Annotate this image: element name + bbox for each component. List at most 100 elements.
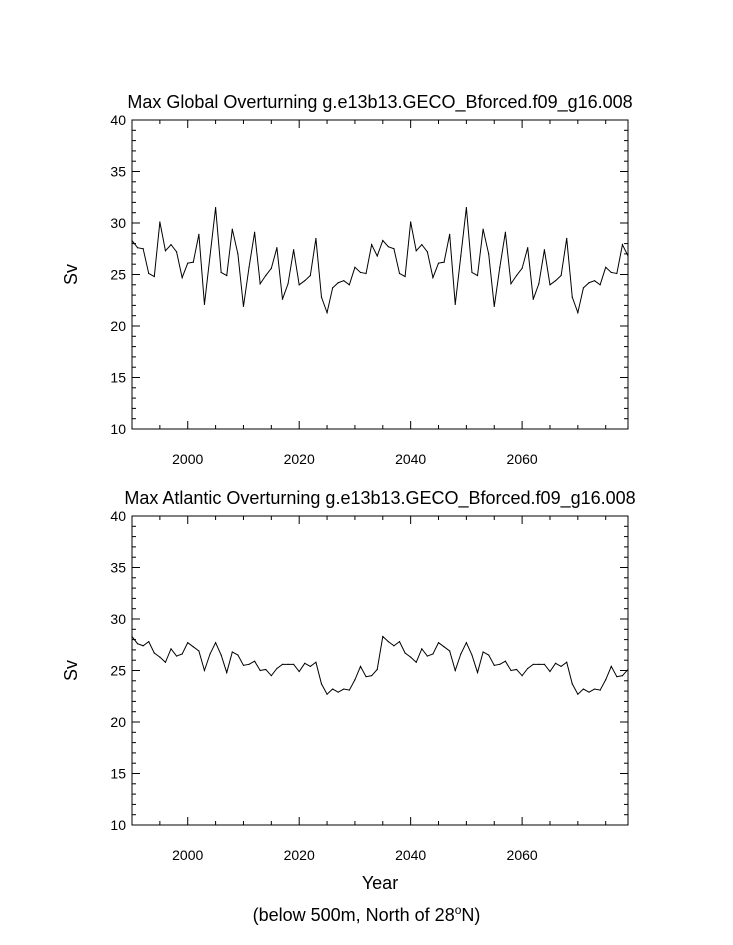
data-point [198,233,200,235]
data-point [259,283,261,285]
footnote-suffix: N) [461,905,481,925]
data-point [499,266,501,268]
data-point [131,239,133,242]
data-point [354,266,356,268]
data-point [192,261,194,263]
data-point [465,206,467,209]
data-point [348,284,350,286]
x-tick-label: 2000 [172,451,203,467]
data-point [164,661,167,663]
data-point [142,645,144,647]
y-tick-label: 10 [110,421,126,437]
data-point [504,660,506,662]
data-point [493,664,495,666]
data-point [510,283,512,285]
data-point [532,663,534,665]
footnote: (below 500m, North of 28oN) [0,903,733,926]
chart-title: Max Global Overturning g.e13b13.GECO_Bfo… [127,92,632,113]
plot-frame [131,119,629,430]
data-point [599,689,601,691]
data-point [136,247,139,249]
data-point [582,688,585,690]
data-point [421,648,423,650]
data-point [605,266,607,268]
x-tick-label: 2060 [507,451,538,467]
y-tick-label: 30 [110,215,126,231]
data-point [382,635,384,638]
series-line [131,207,629,315]
global-overturning-panel: Max Global Overturning g.e13b13.GECO_Bfo… [61,92,633,467]
data-point [515,668,518,671]
data-point [560,665,562,667]
data-point [549,284,551,286]
y-axis-label: Sv [61,660,81,681]
data-point [577,693,579,695]
data-point [577,312,579,314]
data-point [449,233,451,235]
data-point [237,654,239,656]
data-point [142,248,144,250]
data-point [476,671,479,674]
data-point [437,262,440,264]
data-point [398,641,401,643]
y-tick-label: 35 [110,164,126,180]
data-point [365,676,367,678]
y-tick-label: 40 [110,508,126,524]
data-point [270,675,272,677]
data-point [148,272,150,275]
data-point [231,228,233,230]
data-point [298,670,300,673]
data-point [287,283,289,285]
y-tick-label: 25 [110,267,126,283]
data-point [293,663,295,665]
data-point [270,267,272,269]
data-point [265,274,267,277]
data-point [566,237,568,240]
data-point [248,266,250,268]
data-point [521,675,523,677]
x-tick-label: 2020 [284,847,315,863]
data-point [354,679,356,681]
data-point [226,274,228,277]
data-point [131,635,133,638]
data-point [588,691,590,693]
data-point [276,667,278,670]
series-line [131,635,629,695]
data-point [499,663,501,665]
data-point [371,244,373,246]
data-point [187,262,189,264]
data-point [421,244,423,246]
x-tick-label: 2060 [507,847,538,863]
atlantic-overturning-panel: Max Atlantic Overturning g.e13b13.GECO_B… [61,488,636,893]
data-point [432,653,434,655]
data-point [343,280,345,282]
data-point [554,662,557,664]
data-point [215,642,217,644]
x-tick-label: 2000 [172,847,203,863]
y-tick-label: 10 [110,817,126,833]
data-point [343,688,345,690]
y-tick-label: 20 [110,714,126,730]
plot-frame [131,515,629,826]
data-point [527,247,529,249]
data-point [348,689,350,691]
data-point [148,641,150,643]
data-point [153,652,155,654]
data-point [482,651,484,653]
data-point [393,248,395,250]
data-point [616,272,618,275]
data-point [627,668,629,671]
x-tick-label: 2040 [395,847,426,863]
data-point [610,665,612,667]
data-point [460,255,462,257]
data-point [532,298,534,300]
data-point [136,643,139,645]
data-point [326,693,328,695]
data-point [298,284,300,286]
data-point [376,668,378,671]
data-point [404,275,406,278]
data-point [465,642,467,644]
data-point [560,274,562,277]
data-point [621,244,624,246]
